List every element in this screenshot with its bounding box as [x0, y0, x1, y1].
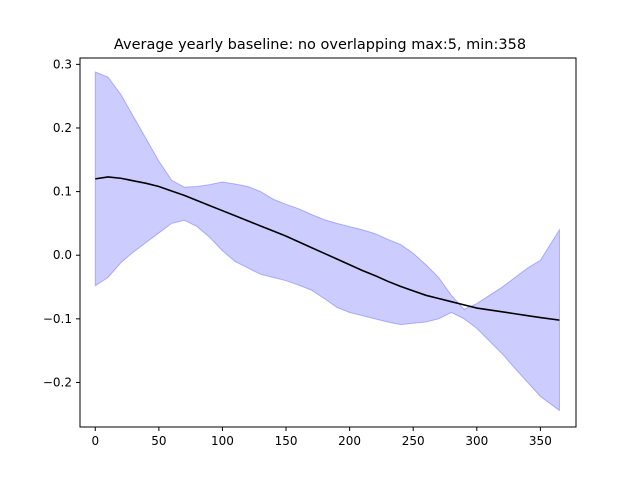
y-tick-label: 0.3 [53, 57, 72, 71]
y-tick-label: 0.0 [53, 248, 72, 262]
x-tick-label: 100 [211, 434, 234, 448]
y-tick-label: −0.1 [43, 312, 72, 326]
range-band [94, 71, 560, 412]
x-tick-label: 0 [91, 434, 99, 448]
x-axis: 0 50 100 150 200 250 300 350 [91, 427, 552, 448]
x-tick-label: 200 [338, 434, 361, 448]
plot-frame [79, 57, 577, 428]
y-tick-label: 0.2 [53, 121, 72, 135]
x-tick-label: 300 [465, 434, 488, 448]
band-layer [94, 71, 560, 412]
mean-line [95, 176, 560, 321]
y-axis: 0.3 0.2 0.1 0.0 −0.1 −0.2 [43, 57, 80, 389]
y-tick-label: −0.2 [43, 375, 72, 389]
chart-title: Average yearly baseline: no overlapping … [114, 37, 526, 53]
line-layer [95, 176, 560, 321]
x-tick-label: 150 [275, 434, 298, 448]
x-tick-label: 50 [151, 434, 166, 448]
x-tick-label: 350 [529, 434, 552, 448]
y-tick-label: 0.1 [53, 185, 72, 199]
x-tick-label: 250 [402, 434, 425, 448]
